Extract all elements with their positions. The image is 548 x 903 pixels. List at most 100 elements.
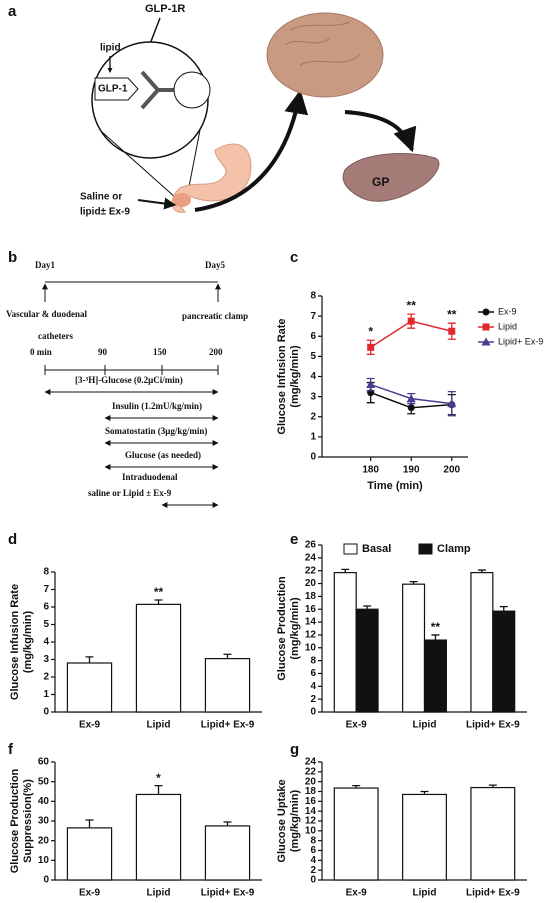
y-axis-label: Glucose Infusion Rate [276, 318, 288, 434]
x-axis-label: Time (min) [367, 480, 423, 492]
error-bar [223, 821, 232, 826]
y-axis-label: Suppression(%) [22, 779, 34, 863]
legend-label: Lipid [498, 321, 517, 331]
error-bar [352, 784, 361, 789]
y-tick-label: 6 [310, 331, 316, 342]
liver-label: GP [372, 175, 389, 189]
y-tick-label: 24 [305, 757, 317, 768]
bar [66, 662, 113, 713]
y-tick-label: 12 [305, 630, 317, 641]
y-axis-label: Glucose Production [9, 768, 21, 873]
bar [135, 793, 182, 881]
y-tick-label: 5 [310, 351, 316, 362]
bar [470, 572, 494, 713]
y-tick-label: 16 [305, 604, 317, 615]
y-axis-label: (mg/kg/min) [289, 345, 301, 408]
bar [333, 572, 357, 713]
y-tick-label: 50 [38, 776, 50, 787]
legend-label: Basal [362, 543, 391, 555]
time-label: 200 [209, 347, 223, 357]
bar [66, 827, 113, 881]
y-tick-label: 20 [305, 578, 317, 589]
row-label: saline or Lipid ± Ex-9 [88, 488, 172, 498]
y-tick-label: 8 [43, 567, 49, 578]
time-label: 90 [98, 347, 108, 357]
arrow [194, 89, 309, 212]
y-tick-label: 8 [310, 835, 316, 846]
y-tick-label: 7 [43, 584, 49, 595]
legend-swatch [418, 543, 433, 555]
liver [342, 153, 440, 202]
error-bar [154, 784, 163, 795]
bar [423, 639, 447, 713]
y-tick-label: 0 [43, 875, 49, 886]
legend-label: Ex-9 [498, 306, 517, 316]
y-tick-label: 2 [310, 694, 316, 705]
marker [407, 404, 415, 412]
glp1-shape [94, 77, 139, 101]
error-bar [341, 568, 350, 573]
cell [173, 71, 211, 109]
error-bar [363, 605, 372, 610]
error-bar [431, 634, 440, 641]
y-tick-label: 6 [310, 845, 316, 856]
panel-label: a [8, 3, 17, 20]
row-label: Glucose (as needed) [125, 450, 201, 460]
annotation: ** [447, 307, 457, 321]
legend-swatch [343, 543, 358, 555]
error-bar [223, 653, 232, 659]
brain [266, 12, 384, 98]
y-tick-label: 2 [43, 672, 49, 683]
infusion-label: lipid± Ex-9 [80, 207, 130, 218]
x-tick-label: Ex-9 [79, 888, 101, 899]
y-tick-label: 6 [43, 602, 49, 613]
y-tick-label: 2 [310, 411, 316, 422]
y-tick-label: 5 [43, 619, 49, 630]
x-tick-label: 190 [403, 465, 420, 476]
error-bar [409, 580, 418, 585]
y-tick-label: 10 [305, 825, 317, 836]
y-tick-label: 26 [305, 540, 317, 551]
y-tick-label: 0 [43, 707, 49, 718]
bar [135, 603, 182, 713]
y-axis-label: (mg/kg/min) [289, 790, 301, 853]
error-bar [85, 819, 94, 828]
note: Vascular & duodenal [6, 309, 88, 319]
arrow [344, 110, 417, 153]
receptor-label: GLP-1R [145, 3, 185, 15]
y-tick-label: 0 [310, 707, 316, 718]
arrow [137, 197, 177, 210]
bar [492, 610, 516, 713]
y-tick-label: 4 [310, 681, 316, 692]
marker [482, 323, 490, 331]
panel-label: d [8, 531, 17, 548]
y-tick-label: 20 [305, 776, 317, 787]
row-label: Intraduodenal [122, 472, 178, 482]
legend-label: Lipid+ Ex-9 [498, 336, 543, 346]
annotation: ** [407, 298, 417, 312]
marker [448, 327, 456, 335]
annotation: * [368, 324, 373, 338]
y-tick-label: 16 [305, 796, 317, 807]
y-tick-label: 3 [43, 654, 49, 665]
bar [402, 793, 447, 881]
x-tick-label: Lipid [413, 888, 437, 899]
brain-folds [284, 21, 361, 66]
day-label: Day1 [35, 260, 55, 270]
y-tick-label: 1 [310, 432, 316, 443]
y-tick-label: 24 [305, 552, 317, 563]
annotation: ** [431, 620, 441, 634]
panel-label: e [290, 531, 298, 548]
marker [407, 317, 415, 325]
duodenum [173, 193, 191, 207]
lipid-label: lipid [100, 43, 121, 54]
error-bar [420, 790, 429, 795]
zoom-line [187, 129, 201, 193]
y-tick-label: 10 [38, 855, 50, 866]
y-tick-label: 7 [310, 311, 316, 322]
marker [366, 380, 376, 389]
stomach [171, 143, 252, 213]
legend-label: Clamp [437, 543, 471, 555]
error-bar [488, 784, 497, 788]
y-axis-label: (mg/kg/min) [22, 611, 34, 674]
